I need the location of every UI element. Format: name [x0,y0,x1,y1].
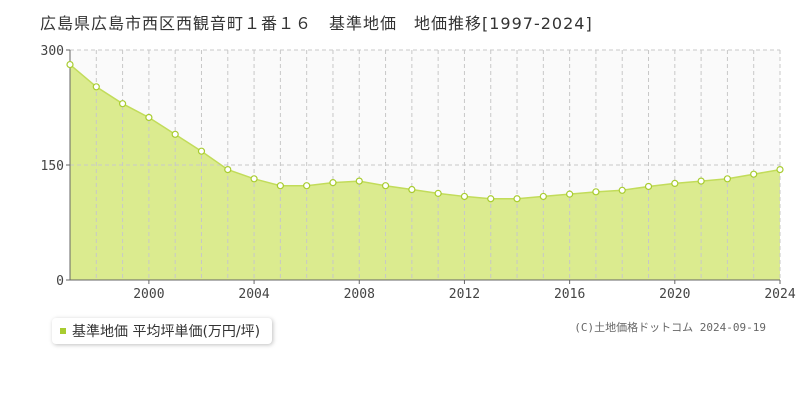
data-point [303,182,311,190]
data-point [92,83,100,91]
series-area [70,64,780,280]
data-point [250,175,258,183]
data-point [723,175,732,183]
legend-swatch [60,328,66,334]
data-point [750,170,758,178]
data-point [329,179,337,187]
y-tick-label: 0 [56,274,64,289]
legend-label: 基準地価 平均坪単価(万円/坪) [72,324,261,340]
data-point [197,147,206,155]
data-point [566,190,574,198]
data-point [355,177,363,185]
data-point [644,182,653,191]
data-point [408,185,416,194]
data-point [118,100,127,108]
data-point [592,188,600,196]
chart-title: 広島県広島市西区西観音町１番１６ 基準地価 地価推移[1997-2024] [40,14,593,33]
data-point [618,186,626,194]
data-point [276,182,284,190]
data-point [671,179,679,187]
data-point [487,195,495,203]
y-tick-label: 300 [41,44,64,59]
x-tick-label: 2020 [659,287,690,302]
data-point [224,166,232,174]
data-point [66,60,74,69]
x-tick-label: 2024 [764,287,795,302]
credit-text: (C)土地価格ドットコム 2024-09-19 [574,321,766,334]
series-line [69,63,781,200]
y-tick-label: 150 [41,159,64,174]
x-tick-label: 2012 [449,287,480,302]
x-tick-label: 2000 [133,287,164,302]
legend: 基準地価 平均坪単価(万円/坪) [52,318,273,344]
data-point [460,192,469,201]
data-point [171,130,179,138]
data-point [697,177,705,185]
x-tick-label: 2016 [554,287,585,302]
data-point [145,113,153,122]
data-point [539,192,547,201]
data-point [513,195,521,203]
data-point [776,166,784,174]
data-point [381,182,390,190]
x-tick-label: 2004 [238,287,269,302]
data-point [434,189,442,197]
x-tick-label: 2008 [344,287,375,302]
